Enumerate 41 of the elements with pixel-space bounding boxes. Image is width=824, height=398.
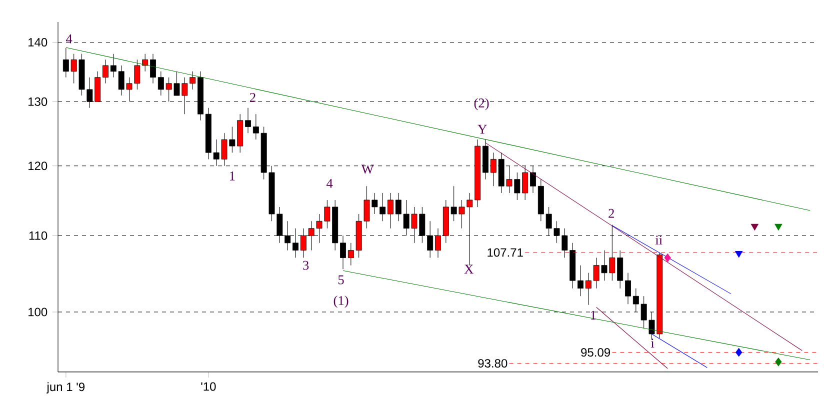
candlestick: [340, 235, 346, 270]
annotation: (2): [474, 98, 489, 110]
annotation: Y: [478, 124, 487, 134]
point: [736, 348, 742, 357]
candlestick: [292, 228, 298, 258]
annotation: 2: [250, 92, 256, 102]
annotation: 3: [303, 260, 309, 270]
point: [735, 251, 743, 258]
candlestick: [625, 272, 631, 304]
annotation: 1: [230, 172, 235, 180]
candlestick: [435, 228, 441, 258]
ref-line-label: 95.09: [581, 348, 610, 357]
ref-line-label: 107.71: [488, 248, 523, 257]
x-tick-label: jun 1 '9: [46, 382, 85, 394]
candlestick: [102, 59, 108, 84]
x-tick-label: '10: [201, 382, 216, 391]
candlestick: [388, 192, 394, 229]
annotation: 5: [338, 275, 344, 284]
point: [750, 224, 758, 230]
y-tick-label: 140: [28, 38, 48, 47]
annotation: 1: [591, 310, 596, 320]
annotation: X: [464, 264, 474, 274]
y-tick-label: 110: [29, 231, 48, 240]
y-tick-label: 130: [28, 97, 48, 106]
annotation: (1): [334, 296, 348, 308]
candlestick: [245, 108, 251, 134]
candlestick: [530, 166, 536, 194]
annotation: 4: [326, 179, 333, 188]
annotation: i: [650, 338, 654, 348]
candlestick: [578, 265, 584, 296]
y-tick-label: 100: [28, 308, 48, 316]
annotation: 4: [66, 34, 72, 44]
annotation: 2: [608, 208, 614, 218]
candlestick: [150, 54, 156, 84]
annotation: ii: [655, 236, 662, 244]
point: [664, 254, 671, 262]
point: [774, 224, 782, 230]
ref-line-label: 93.80: [478, 359, 508, 368]
y-tick-label: 120: [28, 162, 48, 170]
annotation: W: [361, 164, 374, 174]
point: [775, 358, 782, 366]
